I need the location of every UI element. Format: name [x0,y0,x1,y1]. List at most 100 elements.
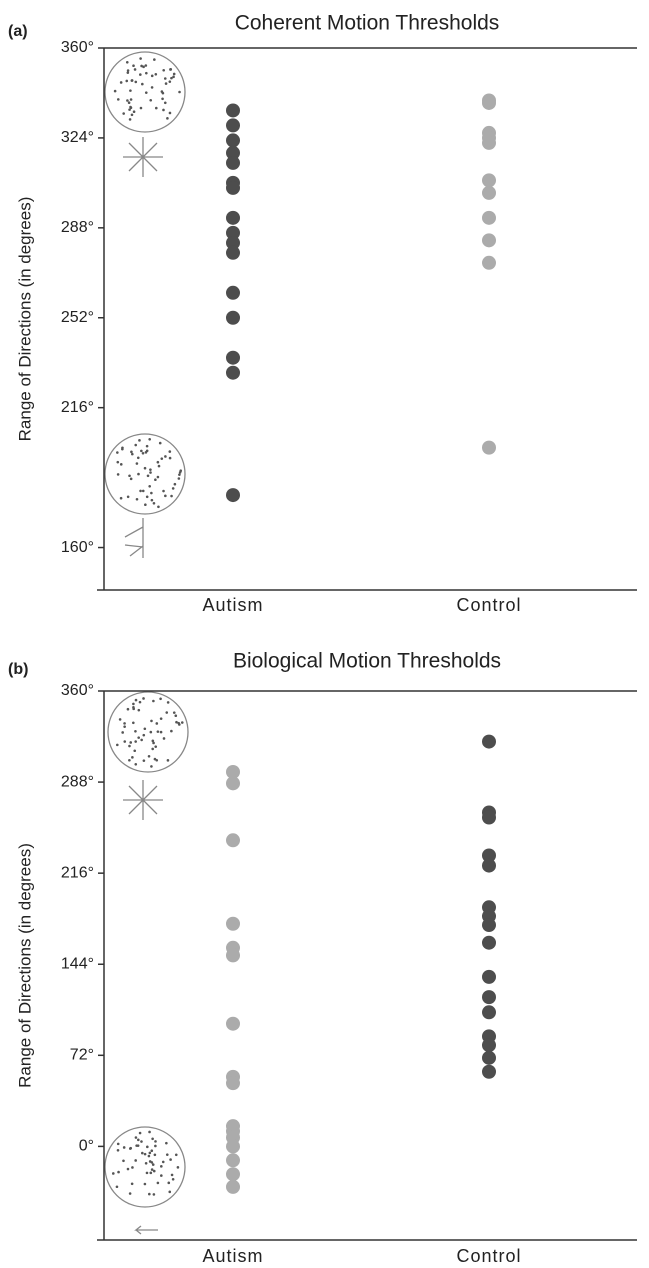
stimulus-dot [175,720,178,724]
stimulus-dot [126,99,129,102]
stimulus-dot [168,450,172,453]
stimulus-dot [173,482,177,486]
direction-icon [124,518,144,558]
stimulus-dot [139,57,142,60]
stimulus-dot [153,58,156,61]
stimulus-dot [172,72,176,76]
stimulus-dot [138,439,141,442]
data-point [226,1179,240,1194]
stimulus-dot [132,706,135,709]
stimulus-dot [132,64,135,67]
stimulus-dot [156,475,160,479]
y-tick-label: 72° [70,1047,94,1064]
stimulus-dot [170,76,173,80]
stimulus-dot [166,701,170,704]
direction-icon [123,780,163,820]
stimulus-dot [154,106,158,110]
data-point [226,145,240,160]
y-tick-label: 288° [61,219,94,236]
stimulus-dot [143,1182,147,1186]
stimulus-dot [135,462,139,465]
stimulus-dot [176,1166,180,1169]
stimulus-dot [142,759,146,762]
stimulus-dot [163,77,167,80]
stimulus-dot [171,487,175,490]
x-tick-label: Autism [202,595,263,615]
stimulus-dot [134,698,138,702]
stimulus-dot [155,722,159,725]
stimulus-dot [150,74,154,78]
stimulus-dot [160,1165,163,1168]
stimulus-dot [129,89,132,92]
stimulus-dot [149,1171,153,1175]
stimulus-dot [117,1170,120,1174]
stimulus-dot [160,457,164,460]
data-point [226,1153,240,1168]
chart-title: Coherent Motion Thresholds [235,12,500,35]
stimulus-dot [116,451,119,454]
data-point [482,185,496,200]
stimulus-dot [129,98,133,101]
stimulus-dot [136,1144,140,1147]
data-point [482,95,496,110]
stimulus-icon [104,1126,186,1208]
stimulus-dot [125,79,129,83]
stimulus-dot [116,473,120,476]
stimulus-dot [153,1153,157,1157]
stimulus-dot [166,759,170,762]
stimulus-dot [143,727,147,731]
stimulus-dot [153,757,157,761]
stimulus-dot [165,1153,169,1156]
stimulus-dot [143,1152,147,1156]
stimulus-dot [165,1141,168,1145]
data-point [226,1139,240,1154]
stimulus-dot [151,1137,154,1141]
stimulus-dot [177,721,180,725]
data-point [482,440,496,455]
stimulus-dot [149,730,153,734]
stimulus-dot [126,71,130,74]
stimulus-dot [123,722,126,725]
stimulus-dot [115,1185,119,1189]
stimulus-dot [116,1142,120,1146]
direction-icon [134,1225,158,1235]
stimulus-dot [128,118,132,121]
stimulus-dot [128,758,131,762]
stimulus-dot [140,449,143,453]
data-point [482,734,496,749]
stimulus-dot [168,111,172,115]
stimulus-dot [141,82,144,86]
stimulus-dot [154,478,157,482]
stimulus-dot [174,1153,178,1157]
data-point [482,255,496,270]
stimulus-dot [154,72,158,76]
stimulus-dot [148,1151,152,1155]
stimulus-dot [141,1151,144,1155]
stimulus-dot [157,464,161,468]
data-point [226,1016,240,1031]
data-point [226,180,240,195]
stimulus-dot [140,1140,143,1143]
stimulus-dot [148,1192,151,1196]
stimulus-dot [178,473,181,476]
stimulus-dot [116,460,120,464]
stimulus-dot [135,497,139,501]
data-point [226,210,240,225]
stimulus-dot [133,68,137,71]
stimulus-dot [162,737,166,740]
stimulus-dot [151,739,155,743]
stimulus-dot [151,747,154,751]
stimulus-dot [139,106,143,110]
stimulus-dot [125,60,129,64]
data-point [226,833,240,848]
stimulus-dot [116,1148,120,1152]
y-tick-label: 252° [61,309,94,326]
panel-label: (b) [8,661,28,678]
data-point [482,210,496,225]
stimulus-dot [137,708,141,712]
stimulus-dot [162,108,165,112]
stimulus-dot [148,1130,151,1134]
y-tick-label: 144° [61,955,94,972]
stimulus-dot [140,64,143,68]
